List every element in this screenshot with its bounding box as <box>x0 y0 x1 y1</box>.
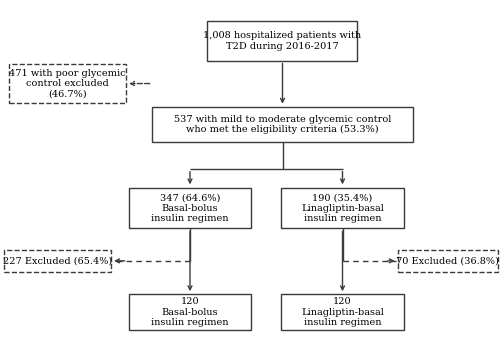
Text: 227 Excluded (65.4%): 227 Excluded (65.4%) <box>3 256 112 265</box>
Text: 347 (64.6%)
Basal-bolus
insulin regimen: 347 (64.6%) Basal-bolus insulin regimen <box>151 193 229 223</box>
FancyBboxPatch shape <box>281 188 404 228</box>
Text: 120
Basal-bolus
insulin regimen: 120 Basal-bolus insulin regimen <box>151 297 229 327</box>
Text: 190 (35.4%)
Linagliptin-basal
insulin regimen: 190 (35.4%) Linagliptin-basal insulin re… <box>301 193 384 223</box>
FancyBboxPatch shape <box>4 250 111 272</box>
FancyBboxPatch shape <box>152 106 412 143</box>
Text: 471 with poor glycemic
control excluded
(46.7%): 471 with poor glycemic control excluded … <box>9 69 126 99</box>
Text: 120
Linagliptin-basal
insulin regimen: 120 Linagliptin-basal insulin regimen <box>301 297 384 327</box>
Text: 70 Excluded (36.8%): 70 Excluded (36.8%) <box>396 256 499 265</box>
Text: 1,008 hospitalized patients with
T2D during 2016-2017: 1,008 hospitalized patients with T2D dur… <box>204 31 362 50</box>
Text: 537 with mild to moderate glycemic control
who met the eligibility criteria (53.: 537 with mild to moderate glycemic contr… <box>174 115 391 134</box>
FancyBboxPatch shape <box>208 21 358 60</box>
FancyBboxPatch shape <box>9 64 126 103</box>
FancyBboxPatch shape <box>281 294 404 330</box>
FancyBboxPatch shape <box>129 188 251 228</box>
FancyBboxPatch shape <box>398 250 498 272</box>
FancyBboxPatch shape <box>129 294 251 330</box>
